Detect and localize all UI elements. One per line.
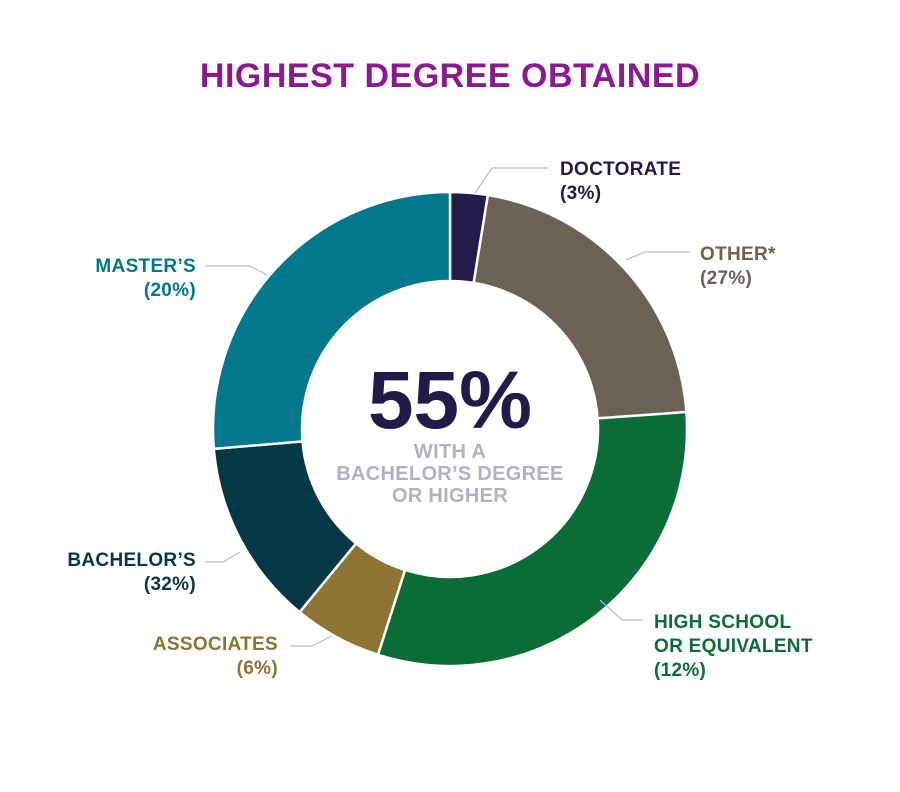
slice-category-label: OTHER* <box>700 244 776 265</box>
slice-percent-label: (20%) <box>144 280 196 301</box>
slice-labels: DOCTORATE (3%) OTHER* (27%) HIGH SCHOOL OR EQ… <box>67 159 812 681</box>
donut-slice <box>472 193 688 420</box>
chart-title: HIGHEST DEGREE OBTAINED <box>200 57 700 95</box>
center-caption-line: OR HIGHER <box>392 485 508 507</box>
slice-percent-label: (12%) <box>654 660 706 681</box>
slice-category-label: BACHELOR’S <box>67 550 196 571</box>
leader-line <box>205 265 268 276</box>
slice-category-label: OR EQUIVALENT <box>654 636 813 657</box>
slice-category-label: DOCTORATE <box>560 159 681 180</box>
slice-category-label: MASTER’S <box>95 256 196 277</box>
slice-category-label: ASSOCIATES <box>153 634 278 655</box>
center-value: 55% <box>368 355 532 446</box>
donut-slice <box>376 410 689 668</box>
slice-percent-label: (32%) <box>144 574 196 595</box>
leader-line <box>290 635 333 647</box>
slice-category-label: HIGH SCHOOL <box>654 612 791 633</box>
center-summary: 55% WITH A BACHELOR’S DEGREE OR HIGHER <box>336 355 563 507</box>
donut-slices <box>211 190 689 668</box>
donut-slice <box>211 190 452 451</box>
slice-percent-label: (3%) <box>560 183 601 204</box>
leader-line <box>474 167 548 194</box>
center-caption-line: BACHELOR’S DEGREE <box>336 463 563 485</box>
leader-lines <box>205 167 690 647</box>
leader-line <box>205 551 241 563</box>
slice-percent-label: (6%) <box>237 658 278 679</box>
leader-line <box>625 251 690 261</box>
center-caption-line: WITH A <box>414 441 486 463</box>
leader-line <box>599 599 642 621</box>
slice-percent-label: (27%) <box>700 268 752 289</box>
